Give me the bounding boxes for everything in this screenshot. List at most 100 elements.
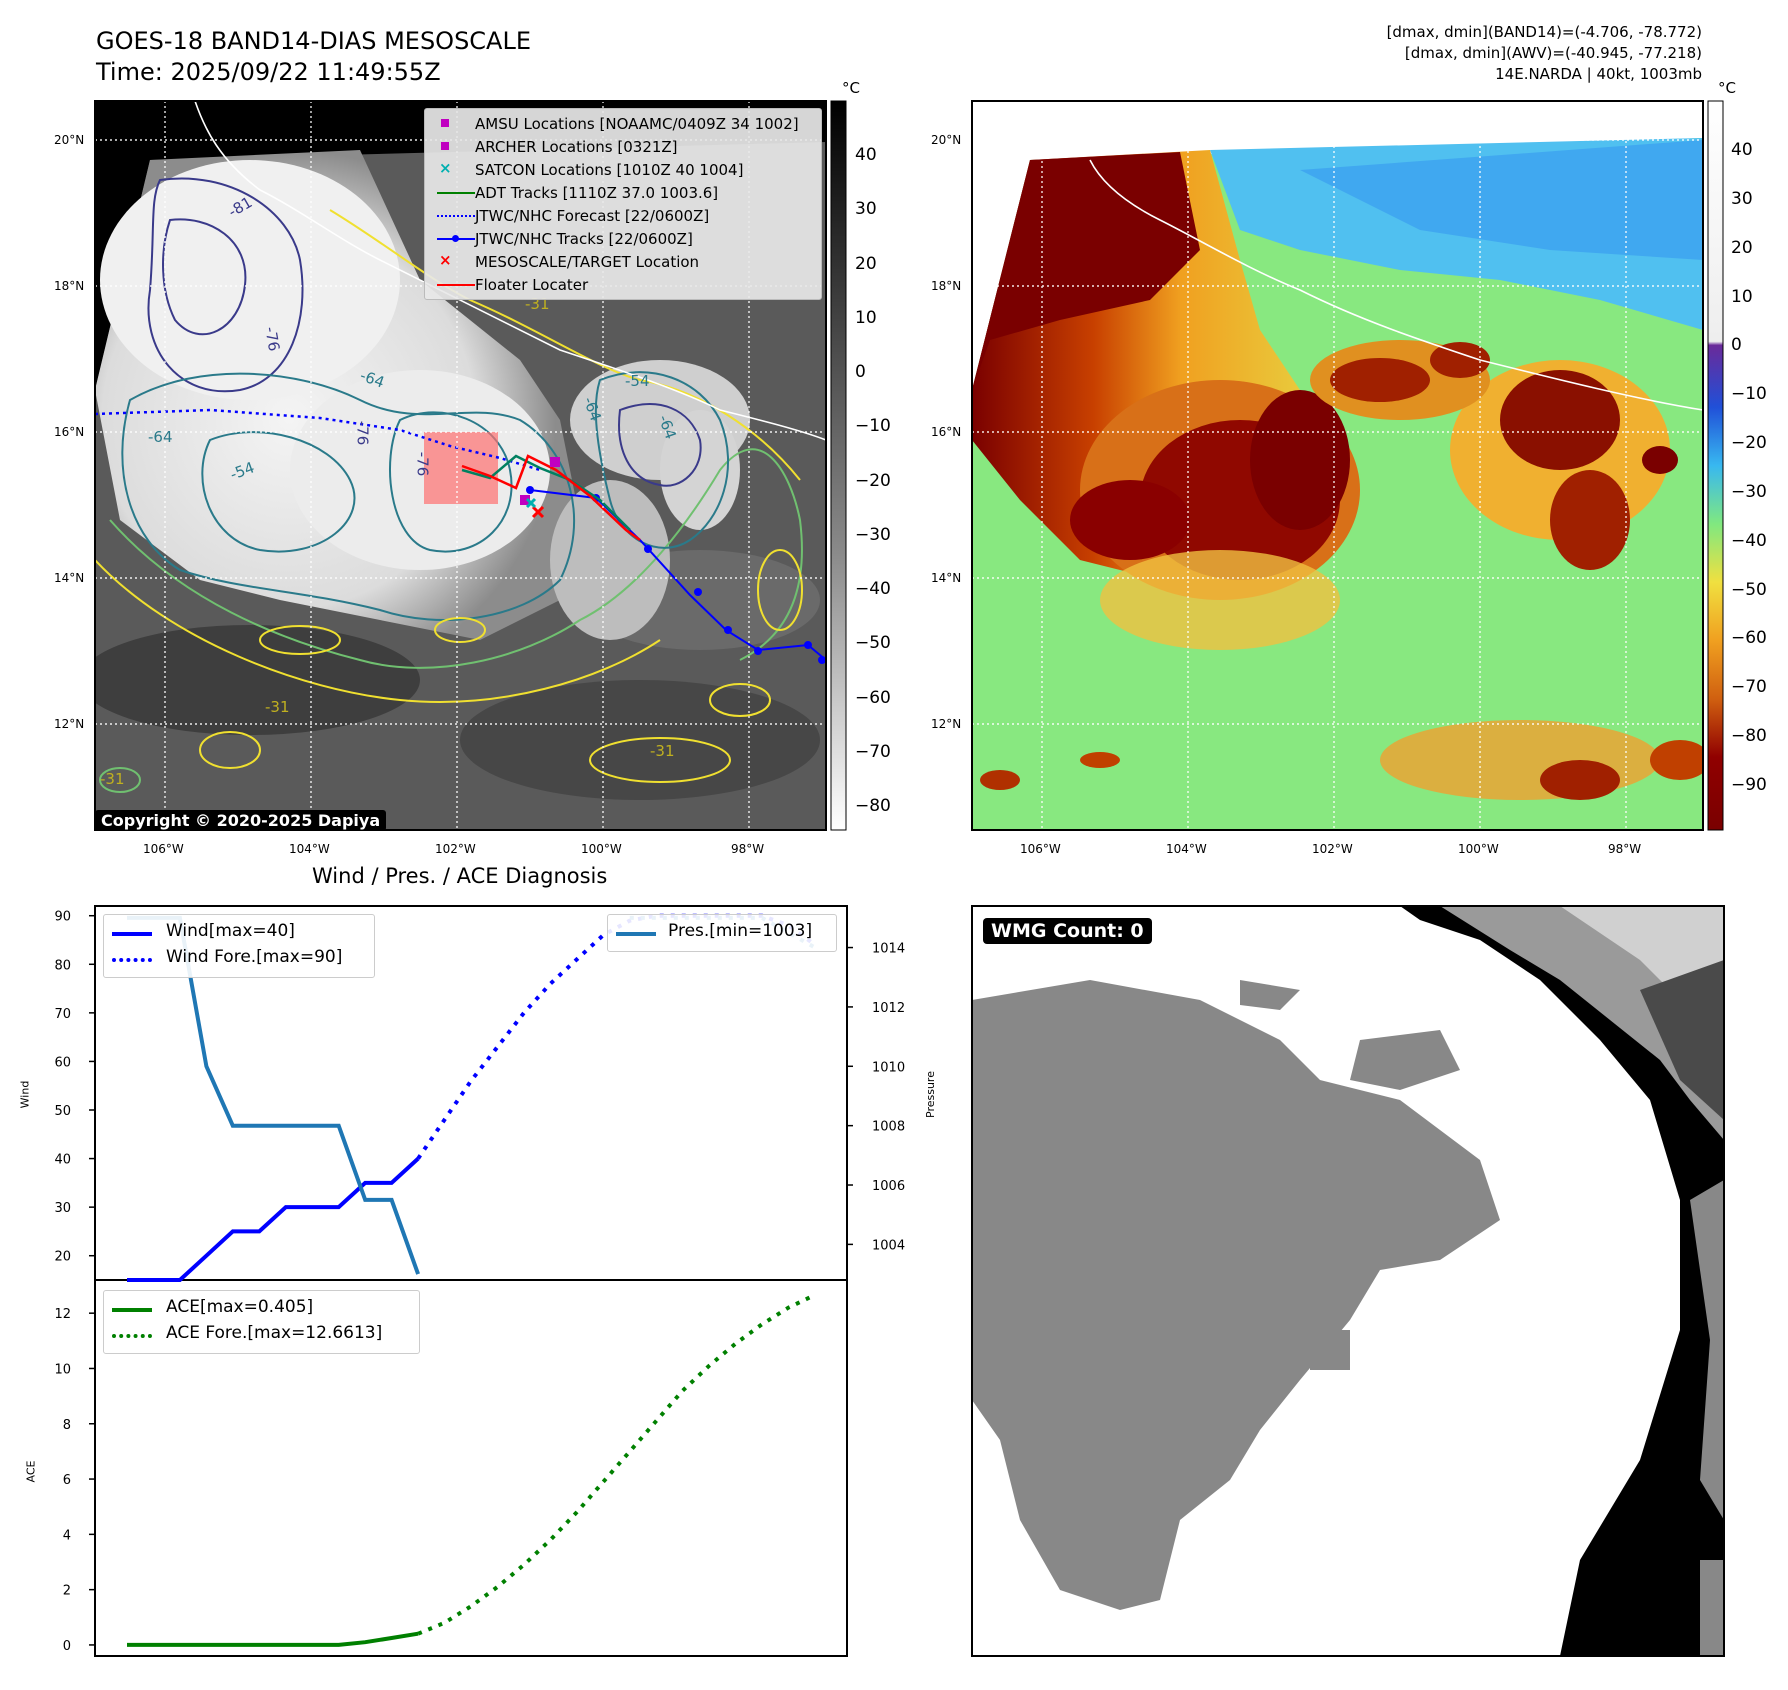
colorbar-tick-label: 40 (1731, 140, 1753, 160)
colorbar-tick-label: −10 (1731, 384, 1767, 405)
colorbar-tick-label: 10 (855, 307, 877, 328)
legend-dot-icon (452, 235, 459, 242)
legend-marker-icon: × (439, 159, 452, 177)
contour-label: -76 (353, 420, 372, 446)
pressure-legend: Pres.[min=1003] (607, 914, 837, 952)
lat-tick-18-r: 18°N (931, 279, 962, 293)
legend-ace: ACE[max=0.405] (166, 1297, 314, 1317)
lat-tick-16-r: 16°N (931, 425, 962, 439)
lat-tick-14-r: 14°N (931, 571, 962, 585)
wmg-badge: WMG Count: 0 (983, 918, 1152, 944)
colorbar-tick-label: −50 (855, 633, 891, 654)
colorbar-unit-left: °C (842, 79, 860, 97)
lat-tick-12: 12°N (54, 717, 85, 731)
colorbar-tick-label: 20 (1731, 237, 1753, 258)
colorbar-tick-label: −40 (1731, 530, 1767, 551)
lat-tick-14: 14°N (54, 571, 85, 585)
lat-tick-20: 20°N (54, 133, 85, 147)
colorbar-tick-label: −10 (855, 416, 891, 437)
legend-marker-icon (441, 142, 449, 150)
lon-tick-102: 102°W (435, 842, 476, 856)
colorbar-tick-label: −20 (855, 470, 891, 491)
map-legend-label: JTWC/NHC Tracks [22/0600Z] (475, 230, 693, 248)
legend-ace-fore: ACE Fore.[max=12.6613] (166, 1323, 383, 1343)
chart-time: Time: 2025/09/22 11:49:55Z (96, 58, 441, 86)
map-legend-item: × MESOSCALE/TARGET Location (425, 251, 821, 273)
info-awv: [dmax, dmin](AWV)=(-40.945, -77.218) (1404, 44, 1702, 62)
map-legend-item: JTWC/NHC Tracks [22/0600Z] (425, 228, 821, 250)
colorbar-tick-label: −20 (1731, 433, 1767, 454)
wmg-count-text: WMG Count: 0 (991, 920, 1144, 942)
legend-pres: Pres.[min=1003] (668, 921, 813, 941)
map-legend-item: JTWC/NHC Forecast [22/0600Z] (425, 205, 821, 227)
colorbar-tick-label: 10 (1731, 286, 1753, 307)
wmg-panel (971, 905, 1725, 1657)
copyright-text: Copyright © 2020-2025 Dapiya (101, 811, 381, 830)
map-legend-label: MESOSCALE/TARGET Location (475, 253, 700, 271)
copyright-badge: Copyright © 2020-2025 Dapiya (95, 810, 387, 831)
colorbar-tick-label: −70 (855, 741, 891, 762)
diagnosis-title: Wind / Pres. / ACE Diagnosis (312, 864, 608, 888)
colorbar-tick-label: 30 (855, 199, 877, 220)
colorbar-tick-label: −60 (855, 687, 891, 708)
legend-marker-icon (437, 215, 475, 217)
legend-marker-icon (437, 284, 475, 286)
info-band14: [dmax, dmin](BAND14)=(-4.706, -78.772) (1386, 23, 1702, 41)
wind-axis-label: Wind (18, 1080, 32, 1109)
map-legend-label: Floater Locater (475, 276, 589, 294)
map-legend-label: JTWC/NHC Forecast [22/0600Z] (475, 207, 710, 225)
lon-tick-98: 98°W (731, 842, 765, 856)
colorbar-tick-label: 0 (1731, 335, 1742, 356)
map-legend-item: ADT Tracks [1110Z 37.0 1003.6] (425, 182, 821, 204)
ace-legend: ACE[max=0.405] ACE Fore.[max=12.6613] (103, 1290, 420, 1354)
lat-tick-12-r: 12°N (931, 717, 962, 731)
lon-tick-98-r: 98°W (1608, 842, 1642, 856)
map-legend-label: ARCHER Locations [0321Z] (475, 138, 678, 156)
lon-tick-104: 104°W (289, 842, 330, 856)
colorbar-tick-label: −50 (1731, 579, 1767, 600)
colorbar-unit-right: °C (1718, 79, 1736, 97)
lon-tick-104-r: 104°W (1166, 842, 1207, 856)
pressure-axis-label: Pressure (923, 1071, 937, 1118)
contour-label: -76 (413, 451, 432, 477)
lat-tick-16: 16°N (54, 425, 85, 439)
colorbar-tick-label: −80 (855, 796, 891, 816)
map-legend-item: × SATCON Locations [1010Z 40 1004] (425, 159, 821, 181)
colorbar-tick-label: −30 (855, 524, 891, 545)
lon-tick-100-r: 100°W (1458, 842, 1499, 856)
lat-tick-20-r: 20°N (931, 133, 962, 147)
contour-label: -54 (625, 372, 650, 390)
lon-tick-102-r: 102°W (1312, 842, 1353, 856)
colorbar-tick-label: −40 (855, 579, 891, 599)
colorbar-tick-label: −60 (1731, 628, 1767, 649)
contour-label: -31 (265, 698, 290, 716)
lat-tick-18: 18°N (54, 279, 85, 293)
legend-wind-fore: Wind Fore.[max=90] (166, 947, 343, 967)
colorbar-tick-label: 40 (855, 145, 877, 165)
map-legend-item: ARCHER Locations [0321Z] (425, 136, 821, 158)
colorbar-tick-label: −30 (1731, 481, 1767, 502)
wind-legend: Wind[max=40] Wind Fore.[max=90] (103, 914, 375, 978)
legend-marker-icon (441, 119, 449, 127)
lon-tick-100: 100°W (581, 842, 622, 856)
contour-label: -31 (100, 770, 125, 788)
ace-axis-label: ACE (24, 1460, 38, 1483)
colorbar-tick-label: 0 (855, 362, 866, 382)
colorbar-tick-label: 20 (855, 253, 877, 274)
legend-wind: Wind[max=40] (166, 921, 295, 941)
map-legend-label: SATCON Locations [1010Z 40 1004] (475, 161, 744, 179)
info-storm: 14E.NARDA | 40kt, 1003mb (1495, 65, 1702, 83)
legend-marker-icon: × (439, 251, 452, 269)
colorbar-tick-label: −70 (1731, 677, 1767, 698)
contour-label: -31 (650, 742, 675, 760)
chart-title: GOES-18 BAND14-DIAS MESOSCALE (96, 27, 532, 55)
colorbar-tick-label: 30 (1731, 188, 1753, 209)
colorbar-tick-label: −80 (1731, 726, 1767, 747)
map-legend-item: Floater Locater (425, 274, 821, 296)
colorbar-tick-label: −90 (1731, 775, 1767, 795)
contour-label: -64 (148, 428, 173, 446)
map-legend-label: ADT Tracks [1110Z 37.0 1003.6] (475, 184, 719, 202)
lon-tick-106-r: 106°W (1020, 842, 1061, 856)
map-legend-label: AMSU Locations [NOAAMC/0409Z 34 1002] (475, 115, 799, 133)
